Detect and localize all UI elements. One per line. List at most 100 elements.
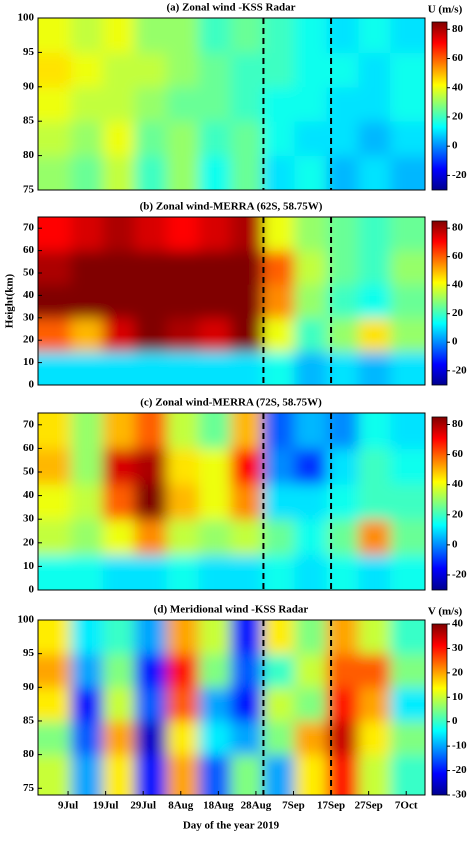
- colorbar-tick-label: 60: [452, 448, 464, 460]
- panel-title: (b) Zonal wind-MERRA (62S, 58.75W): [140, 201, 323, 213]
- heat-cell: [166, 250, 200, 285]
- heat-cell: [294, 317, 327, 352]
- x-tick-label: 17Sep: [317, 800, 345, 812]
- heat-cell: [390, 155, 425, 190]
- heat-cell: [390, 720, 425, 756]
- x-tick-label: 8Aug: [168, 800, 194, 812]
- heat-cell: [70, 483, 104, 520]
- heat-cell: [102, 52, 136, 88]
- heat-cell: [390, 554, 425, 590]
- heat-cell: [70, 519, 104, 556]
- plot-frame: [37, 216, 426, 386]
- heat-cell: [102, 687, 136, 722]
- y-tick-label: 10: [23, 560, 35, 572]
- heat-cell: [294, 720, 327, 756]
- colorbar-label: U (m/s): [428, 4, 463, 16]
- heat-cell: [358, 448, 391, 485]
- colorbar-tick-label: 0: [452, 538, 458, 550]
- heat-cell: [70, 720, 104, 756]
- heat-cell: [230, 250, 263, 285]
- heat-cell: [70, 121, 104, 157]
- x-tick-label: 19Jul: [93, 800, 119, 812]
- heat-cell: [230, 687, 263, 722]
- heat-cell: [262, 121, 295, 157]
- heat-cell: [294, 52, 327, 88]
- heat-cell: [198, 720, 232, 756]
- colorbar: [431, 416, 448, 591]
- heat-cell: [390, 620, 425, 655]
- heat-cell: [134, 52, 168, 88]
- x-tick-label: 9Jul: [58, 800, 78, 812]
- heat-cell: [70, 18, 104, 53]
- colorbar-tick-label: 20: [452, 508, 464, 520]
- colorbar-label: V (m/s): [428, 606, 463, 618]
- heat-cell: [102, 250, 136, 285]
- heat-cell: [134, 720, 168, 756]
- heat-cell: [294, 687, 327, 722]
- heat-cell: [294, 483, 327, 520]
- y-tick-label: 100: [18, 12, 35, 24]
- plot-frame: [37, 412, 426, 591]
- heat-cell: [294, 620, 327, 655]
- heatmap: [38, 620, 425, 795]
- heat-cell: [230, 519, 263, 556]
- heat-cell: [198, 687, 232, 722]
- y-tick-label: 95: [23, 647, 35, 659]
- heat-cell: [262, 155, 295, 190]
- heat-cell: [70, 52, 104, 88]
- y-tick-label: 20: [23, 536, 35, 548]
- heat-cell: [102, 653, 136, 688]
- heat-cell: [262, 620, 295, 655]
- heatmap: [38, 18, 425, 190]
- heat-cell: [70, 351, 104, 385]
- heat-cell: [390, 52, 425, 88]
- heat-cell: [102, 620, 136, 655]
- colorbar-tick-label: 40: [452, 478, 464, 490]
- heat-cell: [358, 483, 391, 520]
- x-tick-label: 7Oct: [395, 800, 418, 812]
- heat-cell: [262, 687, 295, 722]
- heat-cell: [38, 620, 72, 655]
- heat-cell: [38, 217, 72, 252]
- heat-cell: [230, 18, 263, 53]
- heat-cell: [230, 448, 263, 485]
- heat-cell: [390, 448, 425, 485]
- panel-title: (c) Zonal wind-MERRA (72S, 58.75W): [140, 397, 322, 409]
- heat-cell: [230, 620, 263, 655]
- heat-cell: [358, 351, 391, 385]
- heat-cell: [198, 620, 232, 655]
- y-tick-label: 85: [23, 115, 35, 127]
- y-tick-label: 60: [23, 442, 35, 454]
- heat-cell: [70, 754, 104, 795]
- heat-cell: [134, 351, 168, 385]
- panel-title: (d) Meridional wind -KSS Radar: [154, 604, 309, 616]
- heat-cell: [390, 687, 425, 722]
- heat-cell: [38, 86, 72, 122]
- heat-cell: [198, 217, 232, 252]
- colorbar: [431, 21, 448, 191]
- x-axis-label: Day of the year 2019: [183, 820, 280, 832]
- y-tick-label: 80: [23, 748, 35, 760]
- y-tick-label: 30: [23, 311, 35, 323]
- heat-cell: [38, 250, 72, 285]
- y-tick-label: 50: [23, 466, 35, 478]
- heat-cell: [358, 52, 391, 88]
- heat-cell: [70, 317, 104, 352]
- heat-cell: [38, 653, 72, 688]
- heat-cell: [358, 250, 391, 285]
- plot-frame: [37, 17, 426, 191]
- heat-cell: [70, 217, 104, 252]
- heat-cell: [390, 413, 425, 449]
- heat-cell: [134, 217, 168, 252]
- heat-cell: [358, 121, 391, 157]
- colorbar-tick-label: 80: [452, 222, 464, 234]
- colorbar-tick-label: -20: [452, 364, 467, 376]
- heat-cell: [198, 483, 232, 520]
- x-tick-label: 28Aug: [241, 800, 272, 812]
- heat-cell: [262, 250, 295, 285]
- heat-cell: [358, 519, 391, 556]
- heat-cell: [102, 86, 136, 122]
- heat-cell: [230, 351, 263, 385]
- heat-cell: [38, 483, 72, 520]
- heat-cell: [70, 620, 104, 655]
